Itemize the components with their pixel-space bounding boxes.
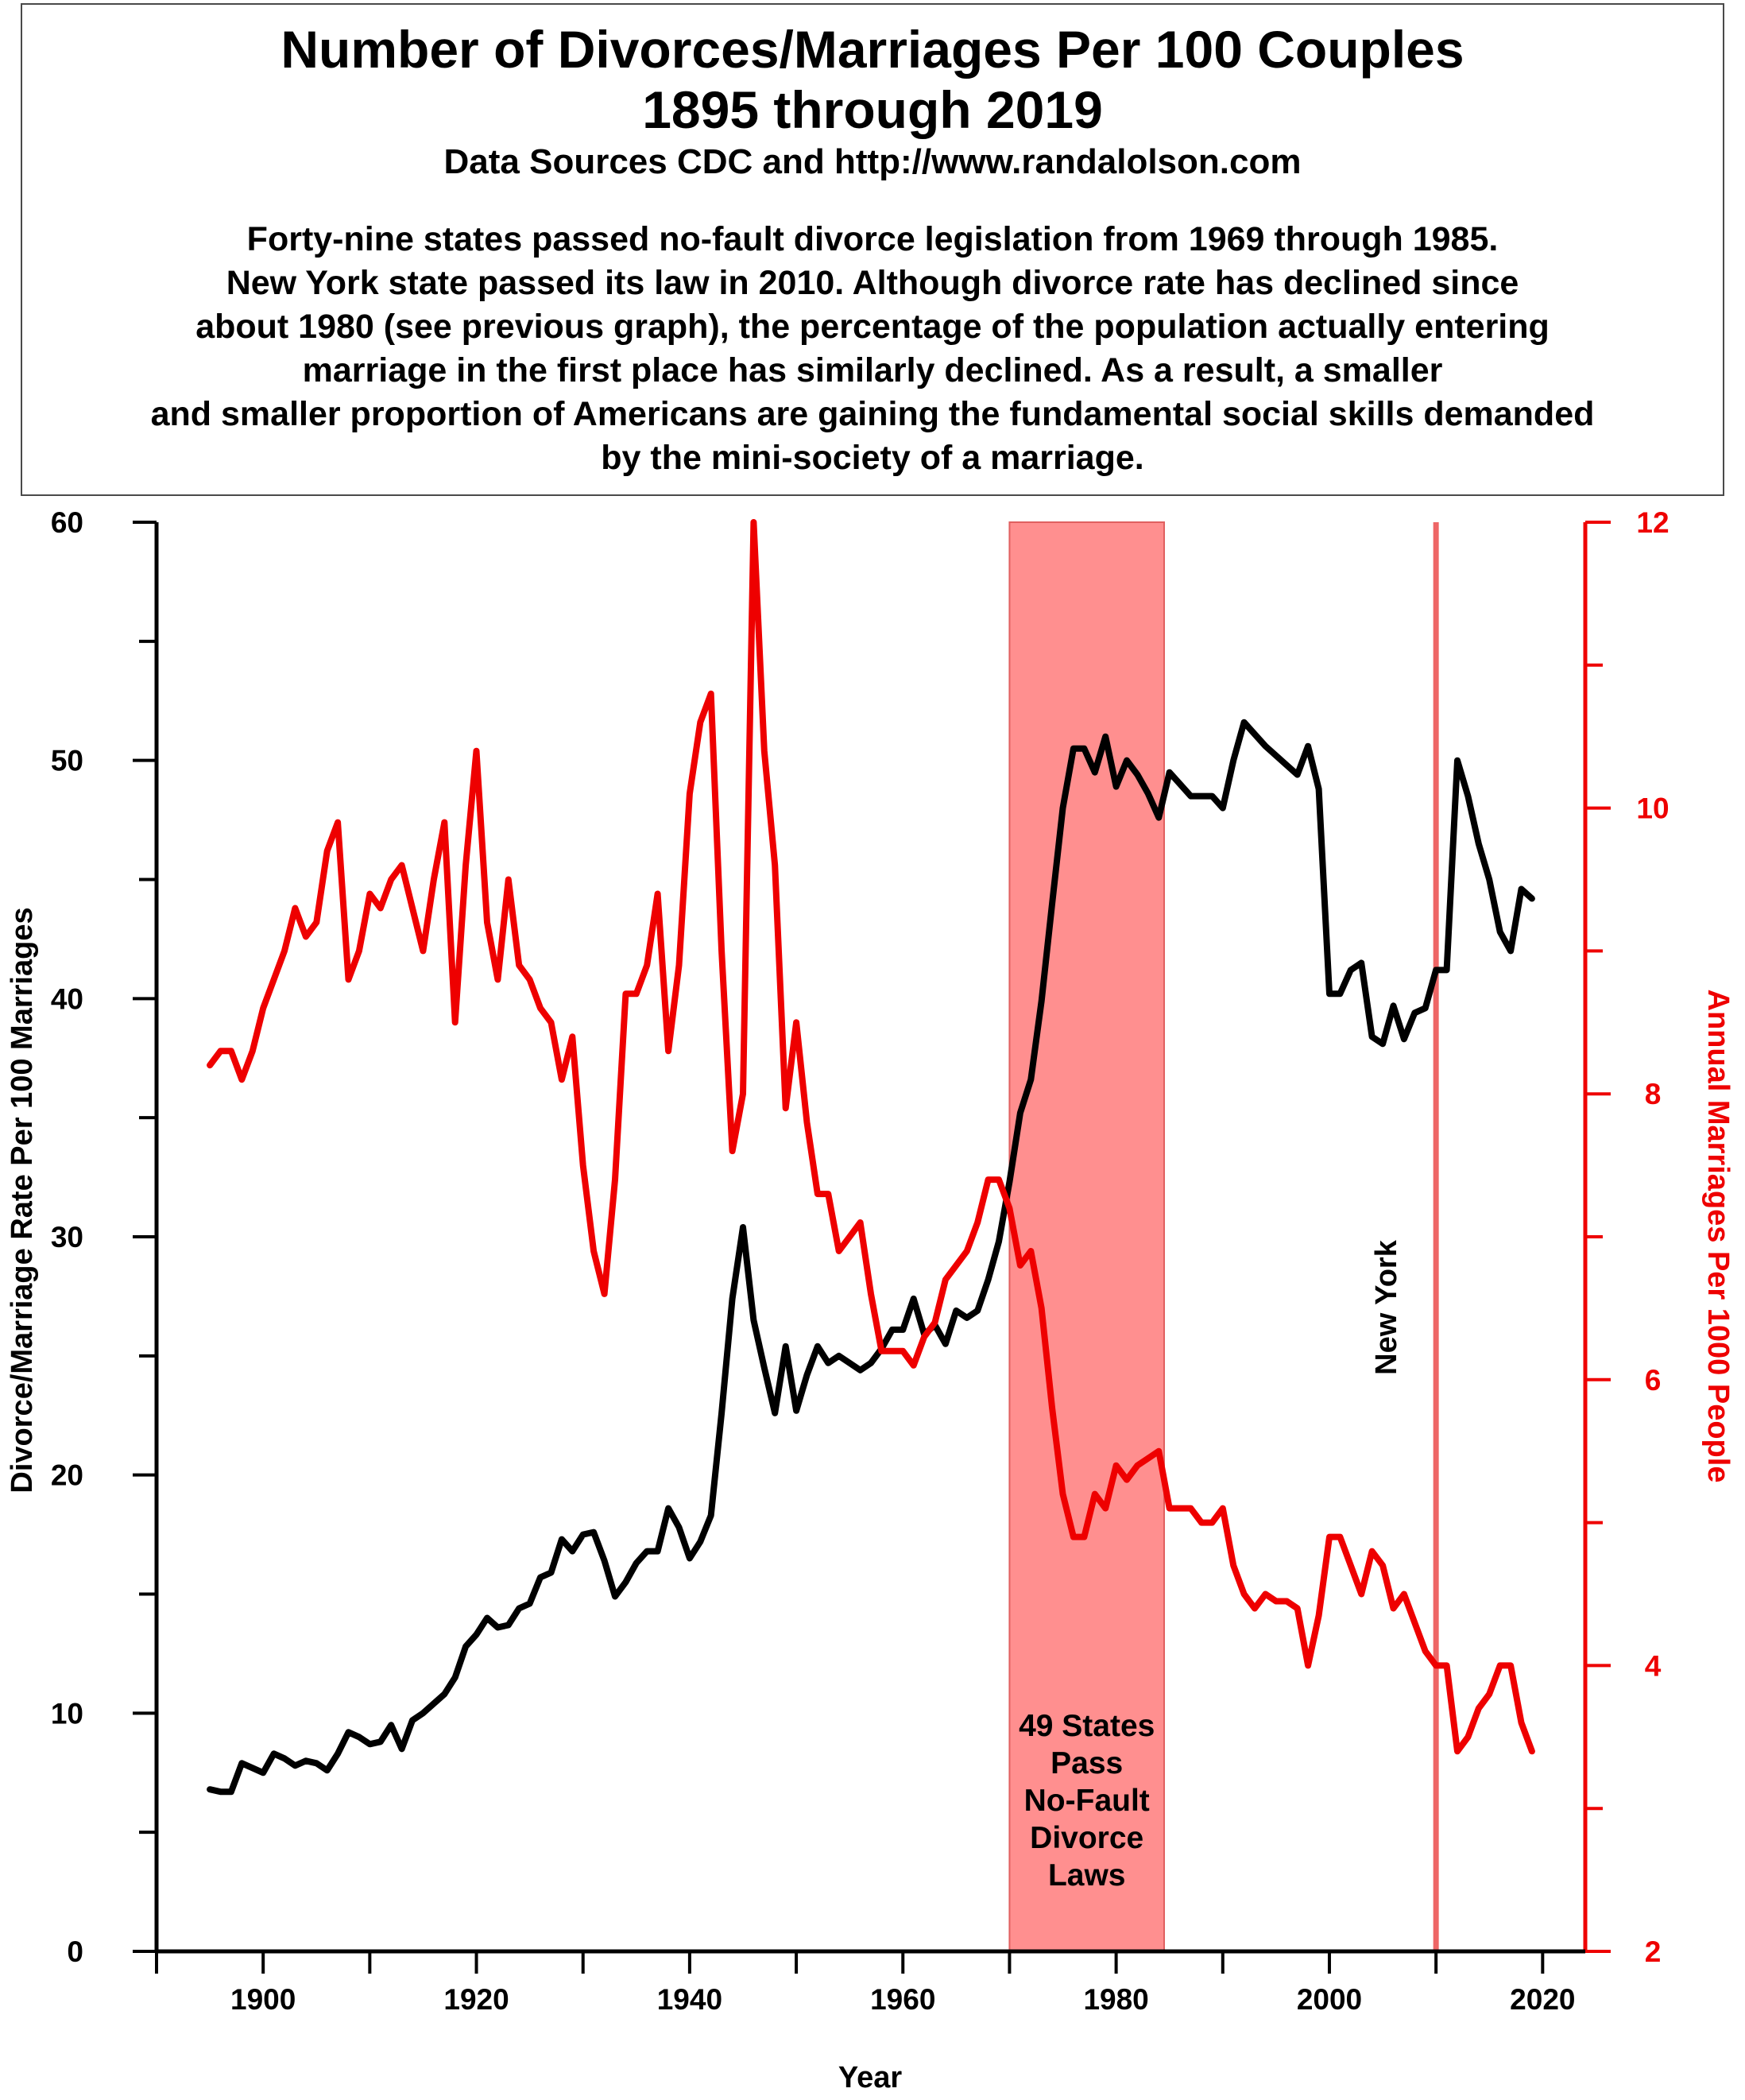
- band-label-line: Laws: [1048, 1858, 1126, 1893]
- left-tick-label: 50: [51, 745, 83, 777]
- right-tick-label: 6: [1645, 1364, 1662, 1397]
- note-line: by the mini-society of a marriage.: [601, 439, 1144, 477]
- x-tick-label: 2020: [1510, 1983, 1575, 2016]
- band-label-line: No-Fault: [1024, 1784, 1150, 1818]
- note-line: and smaller proportion of Americans are …: [150, 395, 1595, 433]
- band-label-line: Pass: [1050, 1746, 1123, 1780]
- divorce-marriage-ratio-line: [207, 719, 1535, 1796]
- note-line: about 1980 (see previous graph), the per…: [195, 308, 1550, 346]
- left-tick-label: 60: [51, 506, 83, 539]
- title-box: Number of Divorces/Marriages Per 100 Cou…: [21, 3, 1724, 496]
- axes-layer: 0 10 20 30 40 50 60 2 4 6 8 10 12 1900 1920 1940 1960 198…: [51, 506, 1670, 2016]
- left-tick-label: 0: [67, 1935, 83, 1968]
- note-line: marriage in the first place has similarl…: [302, 351, 1443, 389]
- x-tick-label: 1920: [443, 1983, 509, 2016]
- marriage-rate-line: [207, 519, 1535, 1755]
- left-tick-label: 40: [51, 982, 83, 1015]
- chart-title-line-2: 1895 through 2019: [642, 80, 1103, 139]
- x-tick-label: 1900: [230, 1983, 296, 2016]
- x-tick-label: 1980: [1083, 1983, 1148, 2016]
- chart-title-line-1: Number of Divorces/Marriages Per 100 Cou…: [281, 20, 1464, 79]
- left-tick-label: 30: [51, 1221, 83, 1253]
- new-york-label: New York: [1370, 1239, 1403, 1375]
- note-line: New York state passed its law in 2010. A…: [226, 264, 1519, 302]
- chart-note: Forty-nine states passed no-fault divorc…: [22, 218, 1723, 480]
- x-tick-label: 1960: [870, 1983, 935, 2016]
- right-axis-title: Annual Marriages Per 1000 People: [1701, 990, 1735, 1483]
- x-axis-title: Year: [838, 2061, 903, 2094]
- right-tick-label: 10: [1636, 792, 1669, 825]
- right-tick-label: 8: [1645, 1078, 1662, 1110]
- right-tick-label: 4: [1645, 1649, 1662, 1682]
- band-label-line: 49 States: [1019, 1709, 1155, 1743]
- x-tick-label: 2000: [1297, 1983, 1362, 2016]
- left-axis-title: Divorce/Marriage Rate Per 100 Marriages: [6, 907, 39, 1493]
- x-tick-label: 1940: [657, 1983, 722, 2016]
- left-tick-label: 20: [51, 1459, 83, 1492]
- right-tick-label: 12: [1636, 506, 1669, 539]
- series-layer: [207, 519, 1535, 1796]
- chart-subtitle: Data Sources CDC and http://www.randalol…: [443, 142, 1302, 181]
- note-line: Forty-nine states passed no-fault divorc…: [246, 220, 1499, 258]
- right-tick-label: 2: [1645, 1935, 1662, 1968]
- left-tick-label: 10: [51, 1697, 83, 1730]
- band-label-line: Divorce: [1030, 1821, 1143, 1855]
